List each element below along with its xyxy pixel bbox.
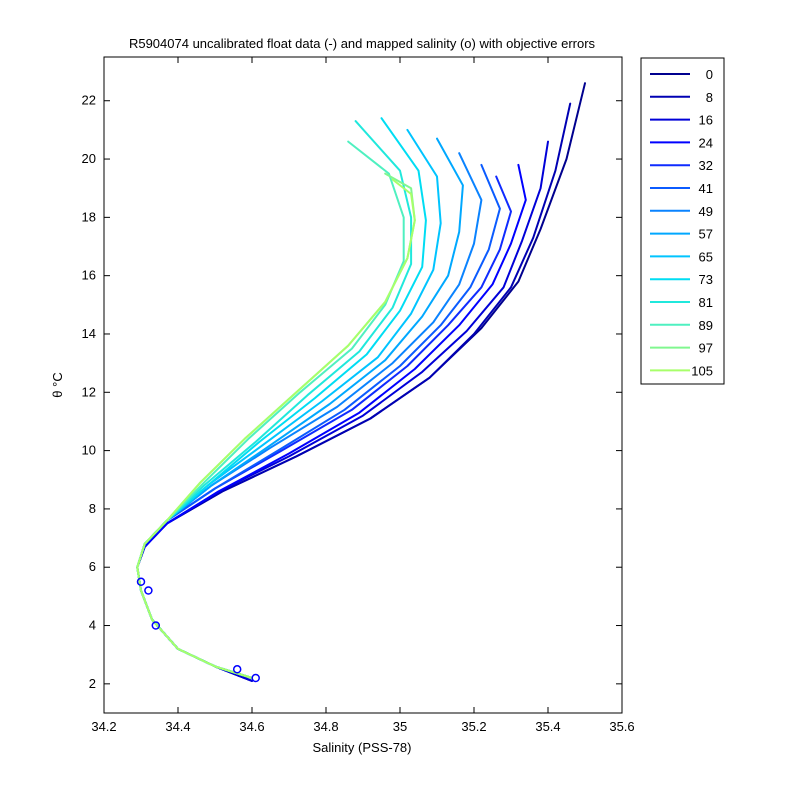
plot-area: 34.2 34.4 34.6 34.8 35 35.2 35.4 35.6 2 4 6 8 10 12 1… — [82, 56, 635, 734]
chart-title: R5904074 uncalibrated float data (-) and… — [129, 36, 596, 51]
legend-label: 89 — [699, 318, 713, 333]
mapped-point — [144, 586, 153, 595]
legend-label: 65 — [699, 249, 713, 264]
legend-label: 73 — [699, 272, 713, 287]
y-tick-label: 2 — [89, 676, 96, 691]
y-tick-label: 14 — [82, 326, 96, 341]
series-line-105 — [136, 178, 416, 679]
legend-box — [640, 57, 725, 385]
legend-label: 81 — [699, 295, 713, 310]
series-layer — [136, 82, 586, 682]
y-tick-label: 20 — [82, 151, 96, 166]
x-axis: 34.2 34.4 34.6 34.8 35 35.2 35.4 35.6 — [91, 57, 635, 734]
legend-label: 41 — [699, 181, 713, 196]
y-axis: 2 4 6 8 10 12 14 16 18 20 22 — [82, 93, 622, 691]
mapped-point — [251, 673, 260, 683]
x-tick-label: 34.4 — [165, 719, 190, 734]
y-tick-label: 4 — [89, 618, 96, 633]
legend-label: 57 — [699, 227, 713, 242]
y-axis-label: θ °C — [50, 372, 65, 397]
legend-label: 49 — [699, 204, 713, 219]
mapped-points-layer — [136, 577, 260, 683]
plot-frame — [103, 56, 623, 714]
y-tick-label: 8 — [89, 501, 96, 516]
mapped-point — [136, 577, 146, 587]
legend-label: 0 — [706, 67, 713, 82]
x-axis-label: Salinity (PSS-78) — [313, 740, 412, 755]
mapped-point — [232, 665, 242, 674]
mapped-point — [151, 621, 161, 630]
legend-label: 24 — [699, 135, 713, 150]
legend-label: 97 — [699, 341, 713, 356]
y-tick-label: 18 — [82, 209, 96, 224]
x-tick-label: 35.4 — [535, 719, 560, 734]
y-tick-label: 10 — [82, 443, 96, 458]
x-tick-label: 35.6 — [609, 719, 634, 734]
x-tick-label: 35.2 — [461, 719, 486, 734]
x-tick-label: 34.2 — [91, 719, 116, 734]
x-tick-label: 34.8 — [313, 719, 338, 734]
x-tick-label: 34.6 — [239, 719, 264, 734]
y-tick-label: 16 — [82, 268, 96, 283]
legend-label: 32 — [699, 158, 713, 173]
y-tick-label: 6 — [89, 559, 96, 574]
legend-entries: 0 8 16 24 32 41 49 57 65 73 81 89 97 105 — [650, 67, 713, 378]
legend: 0 8 16 24 32 41 49 57 65 73 81 89 97 105 — [640, 57, 725, 385]
y-tick-label: 12 — [82, 384, 96, 399]
legend-label: 8 — [706, 90, 713, 105]
x-tick-label: 35 — [393, 719, 407, 734]
legend-label: 105 — [691, 363, 713, 378]
legend-label: 16 — [699, 113, 713, 128]
y-tick-label: 22 — [82, 93, 96, 108]
